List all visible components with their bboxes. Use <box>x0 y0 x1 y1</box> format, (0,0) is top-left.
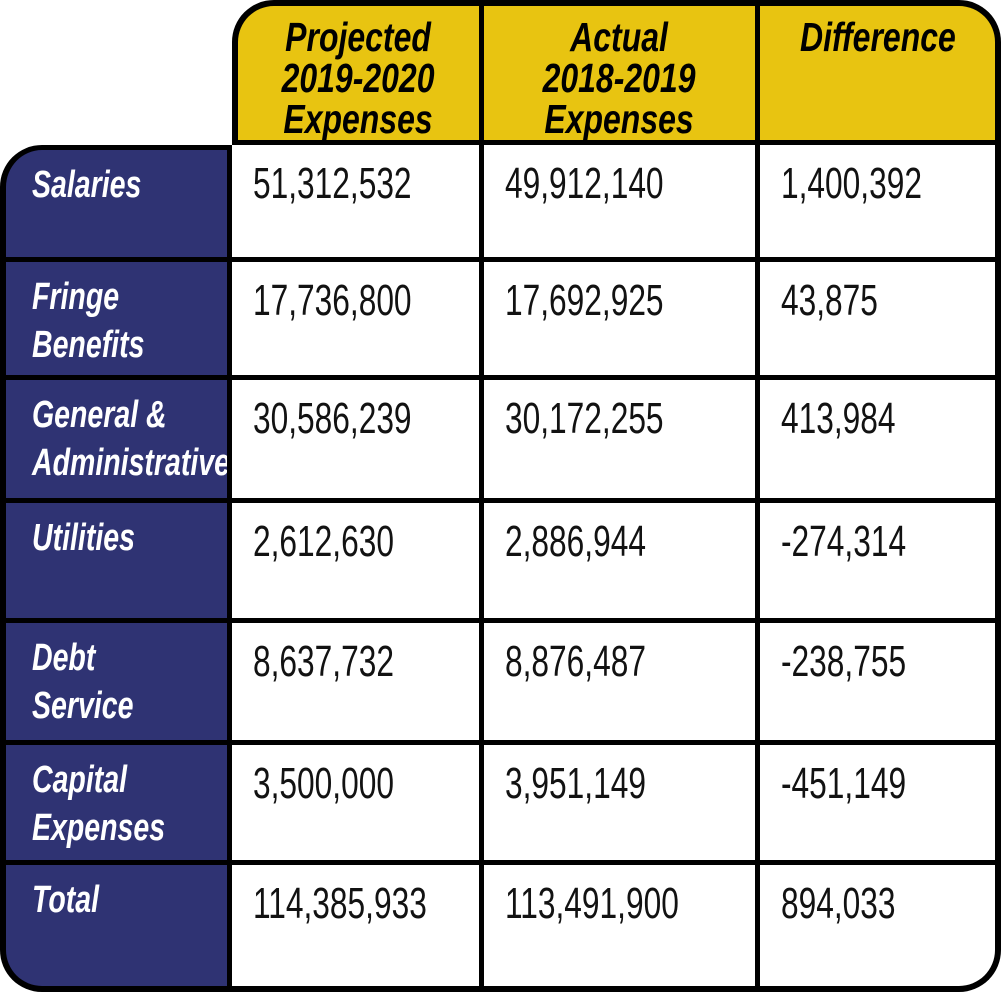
cell-debt-service-projected: 8,637,732 <box>232 623 484 745</box>
row-label-debt-service: Debt Service <box>0 623 232 745</box>
cell-total-actual: 113,491,900 <box>484 865 760 992</box>
table-corner-spacer <box>0 0 232 145</box>
column-header-projected-expenses: Projected 2019-2020 Expenses <box>232 0 484 145</box>
cell-fringe-benefits-projected: 17,736,800 <box>232 262 484 380</box>
cell-total-difference: 894,033 <box>760 865 1001 992</box>
cell-general-administrative-difference: 413,984 <box>760 380 1001 503</box>
column-header-actual-label: Actual 2018-2019 Expenses <box>543 14 696 142</box>
row-label-capital-expenses: Capital Expenses <box>0 745 232 865</box>
column-header-projected-label: Projected 2019-2020 Expenses <box>282 14 435 142</box>
column-header-difference-label: Difference <box>799 14 956 60</box>
row-label-fringe-benefits: Fringe Benefits <box>0 262 232 380</box>
cell-salaries-difference: 1,400,392 <box>760 145 1001 262</box>
cell-fringe-benefits-difference: 43,875 <box>760 262 1001 380</box>
row-label-utilities: Utilities <box>0 503 232 623</box>
column-header-difference: Difference <box>760 0 1001 145</box>
cell-capital-expenses-actual: 3,951,149 <box>484 745 760 865</box>
row-label-total: Total <box>0 865 232 992</box>
cell-utilities-projected: 2,612,630 <box>232 503 484 623</box>
cell-general-administrative-projected: 30,586,239 <box>232 380 484 503</box>
cell-salaries-projected: 51,312,532 <box>232 145 484 262</box>
column-header-actual-expenses: Actual 2018-2019 Expenses <box>484 0 760 145</box>
cell-capital-expenses-difference: -451,149 <box>760 745 1001 865</box>
cell-salaries-actual: 49,912,140 <box>484 145 760 262</box>
cell-utilities-actual: 2,886,944 <box>484 503 760 623</box>
cell-total-projected: 114,385,933 <box>232 865 484 992</box>
cell-debt-service-actual: 8,876,487 <box>484 623 760 745</box>
cell-capital-expenses-projected: 3,500,000 <box>232 745 484 865</box>
cell-utilities-difference: -274,314 <box>760 503 1001 623</box>
row-label-general-administrative: General & Administrative <box>0 380 232 503</box>
row-label-salaries: Salaries <box>0 145 232 262</box>
cell-debt-service-difference: -238,755 <box>760 623 1001 745</box>
cell-fringe-benefits-actual: 17,692,925 <box>484 262 760 380</box>
cell-general-administrative-actual: 30,172,255 <box>484 380 760 503</box>
